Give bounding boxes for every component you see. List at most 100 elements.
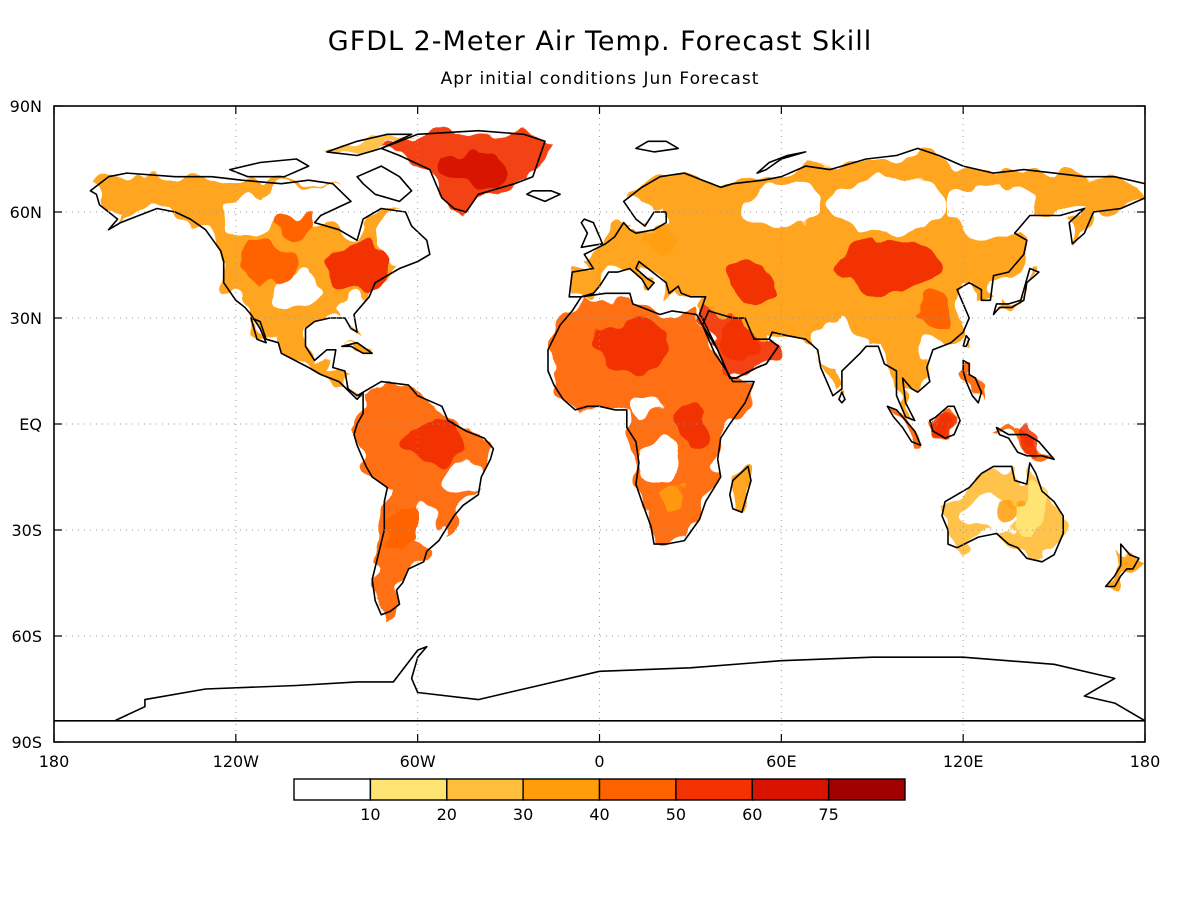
skill-patch	[275, 272, 318, 308]
skill-patch	[641, 438, 679, 481]
skill-patch	[257, 183, 367, 227]
coastline-madagascar	[729, 465, 752, 514]
skill-patch	[629, 392, 661, 421]
coastline-baffin	[356, 165, 413, 203]
land-fill-cuba	[341, 342, 373, 354]
coastline-greenland	[380, 129, 546, 213]
lon-tick-label: 60W	[400, 752, 436, 771]
colorbar-label: 10	[360, 805, 380, 824]
lat-tick-label: 30N	[10, 309, 42, 328]
skill-region-marker	[458, 155, 487, 184]
lat-tick-label: 60S	[11, 627, 42, 646]
lon-tick-label: 180	[39, 752, 70, 771]
skill-patch	[914, 289, 952, 326]
skill-patch	[948, 183, 1039, 241]
skill-region-marker	[343, 254, 372, 283]
skill-patch	[917, 339, 949, 368]
colorbar-label: 40	[589, 805, 609, 824]
skill-patch	[375, 208, 461, 273]
skill-patch	[378, 349, 409, 371]
land-fill-new-zealand	[1105, 544, 1139, 587]
coastline-eurasia	[568, 147, 1145, 422]
colorbar: 10 20 30 40 50 60 75	[293, 778, 906, 824]
coastline-novaya-zemlya	[756, 151, 807, 174]
colorbar-label: 60	[742, 805, 762, 824]
skill-region-marker	[615, 332, 644, 361]
skill-region-marker	[873, 251, 902, 279]
coastline-japan	[992, 267, 1040, 316]
skill-region-marker	[931, 410, 959, 438]
skill-region-marker	[646, 226, 675, 255]
colorbar-label: 50	[666, 805, 686, 824]
coastline-sri-lanka	[838, 391, 846, 404]
coastline-new-zealand	[1104, 543, 1140, 588]
gridlines	[54, 106, 1145, 742]
land-fill-uk	[581, 219, 603, 248]
coastline-new-guinea	[995, 426, 1055, 461]
land-fill-arctic-islands	[229, 159, 309, 177]
skill-region-marker	[661, 480, 690, 509]
skill-patch	[281, 212, 312, 234]
land-fill-madagascar	[729, 466, 751, 513]
lat-tick-label: EQ	[19, 415, 42, 434]
coastline-svalbard	[635, 140, 680, 153]
coastline-sumatra	[886, 405, 922, 446]
coastline-uk	[580, 218, 604, 249]
colorbar-label: 30	[513, 805, 533, 824]
land-fill-ellesmere	[326, 134, 412, 156]
colorbar-swatch	[369, 778, 448, 801]
land-fill-iceland	[526, 190, 561, 202]
coastlines	[54, 129, 1145, 722]
lat-tick-label: 30S	[11, 521, 42, 540]
lat-tick-label: 90N	[10, 97, 42, 116]
coastline-australia	[941, 462, 1064, 563]
coastline-north-america	[89, 172, 431, 401]
skill-patch	[726, 261, 776, 304]
colorbar-swatch	[446, 778, 524, 801]
skill-patch	[1020, 484, 1045, 534]
coastline-cuba	[341, 341, 373, 355]
coastline-borneo	[929, 405, 961, 439]
colorbar-label: 20	[437, 805, 457, 824]
colorbar-swatch	[293, 778, 372, 801]
lon-tick-label: 120E	[943, 752, 984, 771]
coastline-iceland	[526, 190, 561, 203]
coastline-south-america	[353, 380, 495, 616]
skill-patch	[441, 459, 485, 495]
lat-tick-label: 60N	[10, 203, 42, 222]
chart-title: GFDL 2-Meter Air Temp. Forecast Skill	[327, 26, 873, 57]
skill-patch	[817, 321, 867, 371]
lat-tick-label: 90S	[11, 733, 42, 752]
lon-tick-label: 0	[594, 752, 604, 771]
land-fill-sumatra	[887, 406, 921, 446]
skill-patch	[402, 508, 445, 552]
coastline-philippines	[962, 359, 983, 404]
colorbar-swatch	[522, 778, 601, 801]
colorbar-label: 75	[818, 805, 838, 824]
colorbar-swatch	[675, 778, 754, 801]
skill-region-marker	[994, 498, 1023, 527]
coastline-arctic-islands	[229, 158, 310, 178]
skill-shading	[90, 130, 1145, 615]
skill-region-marker	[252, 251, 281, 279]
lon-tick-label: 60E	[766, 752, 796, 771]
land-fill-japan	[993, 268, 1039, 315]
colorbar-swatch	[827, 778, 906, 801]
land-fill-baffin	[357, 166, 412, 202]
land-fill-philippines	[963, 360, 982, 403]
chart-subtitle: Apr initial conditions Jun Forecast	[440, 69, 760, 89]
colorbar-swatch	[598, 778, 677, 801]
lon-tick-label: 180	[1130, 752, 1161, 771]
skill-region-marker	[418, 427, 447, 456]
coastline-ellesmere	[326, 133, 413, 157]
lon-tick-label: 120W	[213, 752, 260, 771]
skill-patch	[220, 197, 282, 241]
land-fill-north-america	[90, 173, 430, 400]
skill-patch	[744, 183, 818, 227]
coastline-antarctica	[54, 645, 1145, 722]
skill-patch	[826, 176, 949, 234]
skill-region-marker	[721, 325, 750, 354]
colorbar-swatch	[751, 778, 830, 801]
